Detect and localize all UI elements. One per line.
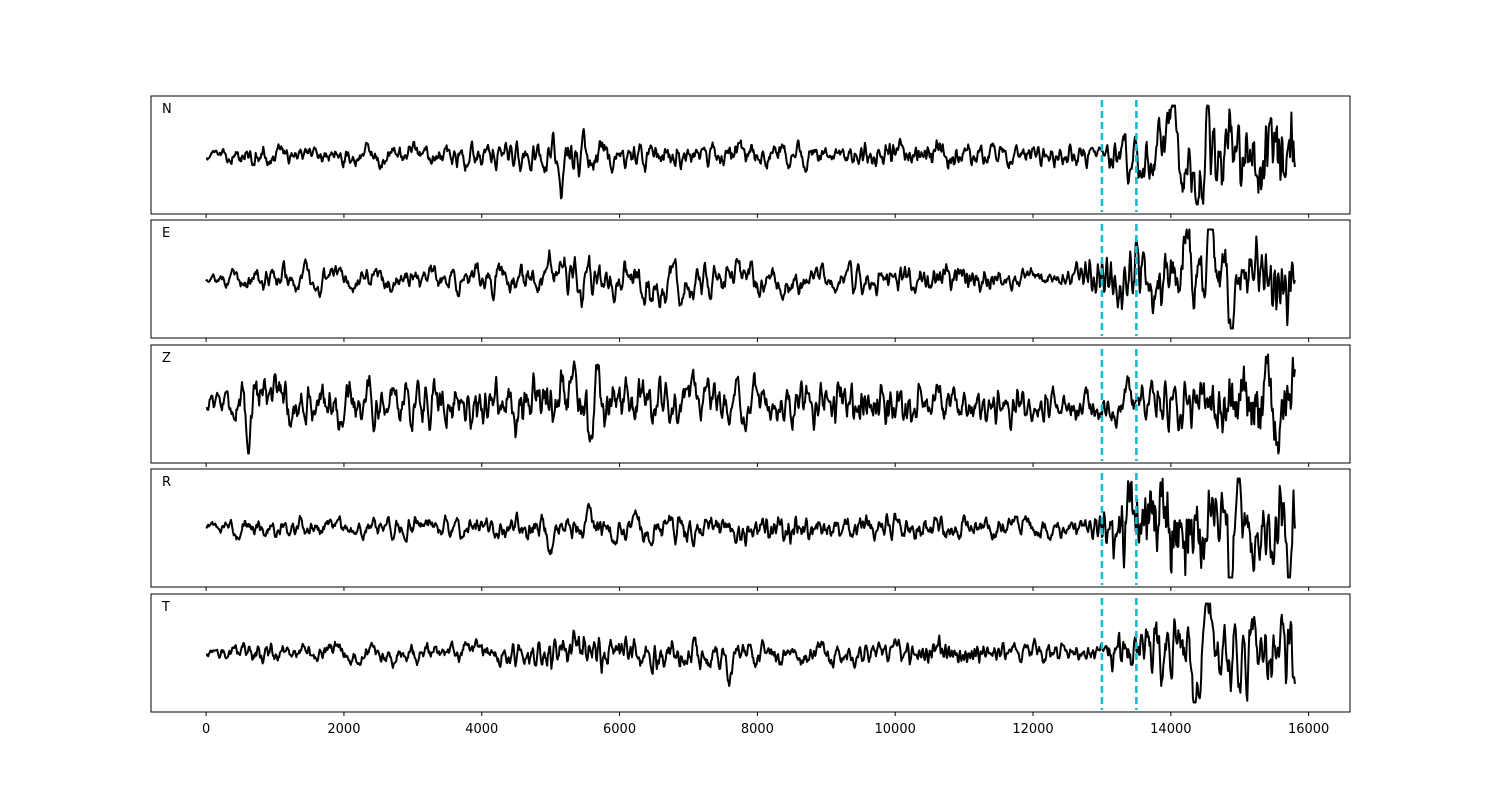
x-tick-label: 16000 xyxy=(1288,722,1329,737)
waveform-t xyxy=(205,602,1296,704)
waveform-e xyxy=(205,228,1296,330)
panel-frame xyxy=(150,593,1351,713)
waveform-n xyxy=(205,104,1296,206)
x-tick-label: 12000 xyxy=(1012,722,1053,737)
x-tick-label: 6000 xyxy=(603,722,636,737)
panel-z: Z xyxy=(150,344,1351,467)
panel-frame xyxy=(150,468,1351,588)
x-tick-label: 10000 xyxy=(875,722,916,737)
waveform-z xyxy=(205,353,1296,455)
panel-e: E xyxy=(150,219,1351,342)
x-tick-label: 14000 xyxy=(1150,722,1191,737)
panel-t: T xyxy=(150,593,1351,716)
x-tick-label: 4000 xyxy=(465,722,498,737)
panel-n: N xyxy=(150,95,1351,218)
panel-label: Z xyxy=(162,351,171,366)
panel-label: N xyxy=(162,102,172,117)
panel-label: T xyxy=(161,600,170,615)
panel-frame xyxy=(150,219,1351,339)
waveform-r xyxy=(205,477,1296,579)
x-tick-label: 8000 xyxy=(741,722,774,737)
x-tick-label: 0 xyxy=(202,722,210,737)
panel-frame xyxy=(150,95,1351,215)
panel-r: R xyxy=(150,468,1351,591)
panel-label: R xyxy=(162,475,171,490)
x-tick-label: 2000 xyxy=(327,722,360,737)
panel-label: E xyxy=(162,226,170,241)
panel-frame xyxy=(150,344,1351,464)
